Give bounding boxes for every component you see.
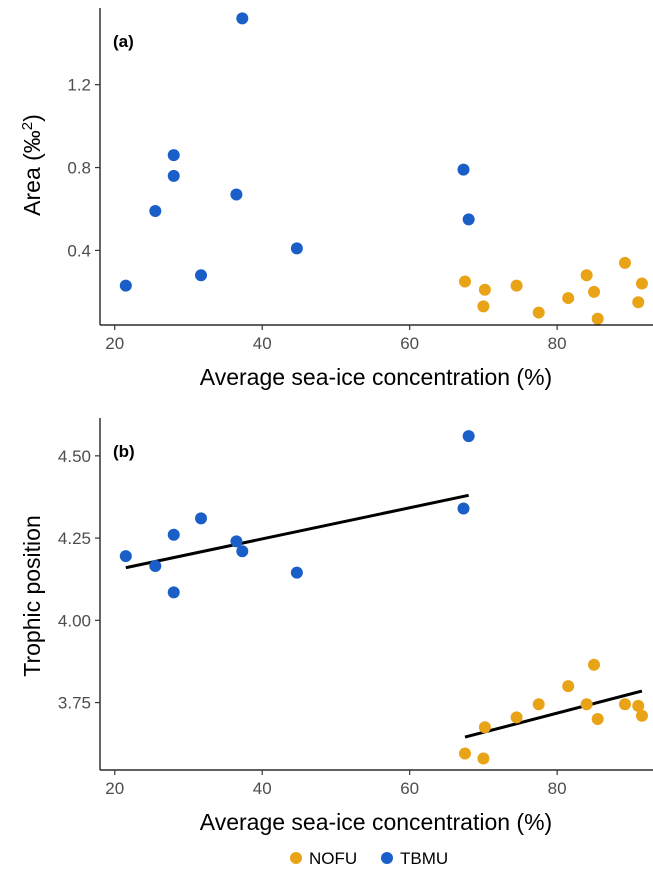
- panel-b-nofu-point: [591, 713, 604, 726]
- panel-a-nofu-point: [632, 296, 645, 309]
- panel-b-x-tick-label: 40: [253, 779, 272, 798]
- panel-b-points: [119, 430, 648, 765]
- panel-b-y-tick-label: 4.25: [58, 529, 91, 548]
- panel-a-y-ticks: 0.4 0.8 1.2: [67, 76, 100, 260]
- panel-b-nofu-point: [562, 680, 575, 693]
- panel-b-y-ticks: 3.75 4.00 4.25 4.50: [58, 447, 100, 713]
- panel-a-y-axis-title-main: Area (‰: [19, 130, 45, 216]
- panel-a-x-axis-title: Average sea-ice concentration (%): [200, 364, 552, 390]
- panel-b-nofu-point: [477, 752, 490, 765]
- panel-b-y-axis-title: Trophic position: [19, 515, 45, 677]
- panel-a-nofu-point: [510, 279, 523, 292]
- panel-b-x-ticks: 20 40 60 80: [105, 770, 567, 798]
- panel-b-x-tick-label: 60: [400, 779, 419, 798]
- panel-b-nofu-point: [580, 698, 593, 711]
- panel-a-x-tick-label: 60: [400, 334, 419, 353]
- legend-nofu-marker: [290, 852, 302, 864]
- panel-a-nofu-point: [478, 283, 491, 296]
- panel-a-nofu-point: [477, 300, 490, 313]
- panel-b-nofu-point: [478, 721, 491, 734]
- panel-a-nofu-point: [618, 256, 631, 269]
- panel-b-tbmu-point: [149, 560, 162, 573]
- panel-b-nofu-point: [635, 709, 648, 722]
- panel-a-nofu-point: [580, 269, 593, 282]
- panel-a-nofu-point: [532, 306, 545, 319]
- panel-b-y-tick-label: 3.75: [58, 694, 91, 713]
- panel-a-x-ticks: 20 40 60 80: [105, 325, 567, 353]
- panel-a-tbmu-point: [167, 169, 180, 182]
- panel-a-y-axis-title-close: ): [19, 114, 45, 122]
- panel-a-points: [119, 12, 648, 325]
- panel-a-tbmu-point: [119, 279, 132, 292]
- panel-b-nofu-point: [588, 658, 601, 671]
- panel-a-tbmu-point: [149, 205, 162, 218]
- panel-b-tbmu-fit-line: [125, 493, 469, 570]
- panel-a-tbmu-point: [457, 163, 470, 176]
- panel-a-x-tick-label: 80: [548, 334, 567, 353]
- panel-a-y-axis-title-superscript: 2: [19, 122, 36, 130]
- panel-b-tbmu-point: [195, 512, 208, 525]
- panel-a-nofu-point: [588, 285, 601, 298]
- panel-b: 20 40 60 80 3.75 4.00 4.25 4.50 (b) Average se…: [19, 418, 653, 835]
- panel-a: 20 40 60 80 0.4 0.8 1.2 (a) Average sea-ice c…: [19, 8, 653, 390]
- panel-b-x-axis-title: Average sea-ice concentration (%): [200, 809, 552, 835]
- panel-a-nofu-point: [591, 312, 604, 325]
- panel-b-tbmu-point: [167, 586, 180, 599]
- legend-tbmu-label: TBMU: [400, 849, 448, 868]
- panel-b-label: (b): [113, 442, 135, 461]
- panel-a-tbmu-point: [462, 213, 475, 226]
- panel-a-nofu-point: [635, 277, 648, 290]
- panel-b-tbmu-point: [236, 545, 249, 558]
- panel-b-y-tick-label: 4.50: [58, 447, 91, 466]
- legend-nofu-label: NOFU: [309, 849, 357, 868]
- panel-b-tbmu-point: [167, 528, 180, 541]
- panel-a-y-tick-label: 0.8: [67, 159, 91, 178]
- panel-a-y-axis-title: Area (‰2): [19, 114, 46, 216]
- panel-b-nofu-point: [510, 711, 523, 724]
- panel-b-nofu-fit-line: [464, 689, 643, 739]
- panel-b-tbmu-point: [457, 502, 470, 515]
- panel-a-tbmu-point: [167, 149, 180, 162]
- legend-tbmu-marker: [381, 852, 393, 864]
- panel-b-nofu-point: [458, 747, 471, 760]
- panel-b-tbmu-point: [119, 550, 132, 563]
- panel-b-tbmu-point: [290, 566, 303, 579]
- panel-a-y-tick-label: 1.2: [67, 76, 91, 95]
- panel-a-x-tick-label: 20: [105, 334, 124, 353]
- panel-b-regression-lines: [125, 493, 643, 739]
- panel-a-tbmu-point: [236, 12, 249, 25]
- panel-b-x-tick-label: 80: [548, 779, 567, 798]
- panel-b-tbmu-point: [462, 430, 475, 443]
- panel-a-y-tick-label: 0.4: [67, 241, 91, 260]
- panel-a-tbmu-point: [230, 188, 243, 201]
- panel-b-nofu-point: [532, 698, 545, 711]
- panel-a-nofu-point: [458, 275, 471, 288]
- panel-a-nofu-point: [562, 292, 575, 305]
- panel-a-tbmu-point: [195, 269, 208, 282]
- panel-a-tbmu-point: [290, 242, 303, 255]
- panel-b-nofu-point: [618, 698, 631, 711]
- panel-b-x-tick-label: 20: [105, 779, 124, 798]
- panel-b-y-tick-label: 4.00: [58, 611, 91, 630]
- panel-a-label: (a): [113, 32, 134, 51]
- panel-b-nofu-point: [632, 699, 645, 712]
- panel-b-tbmu-point: [230, 535, 243, 548]
- panel-a-x-tick-label: 40: [253, 334, 272, 353]
- legend: NOFU TBMU: [290, 849, 448, 868]
